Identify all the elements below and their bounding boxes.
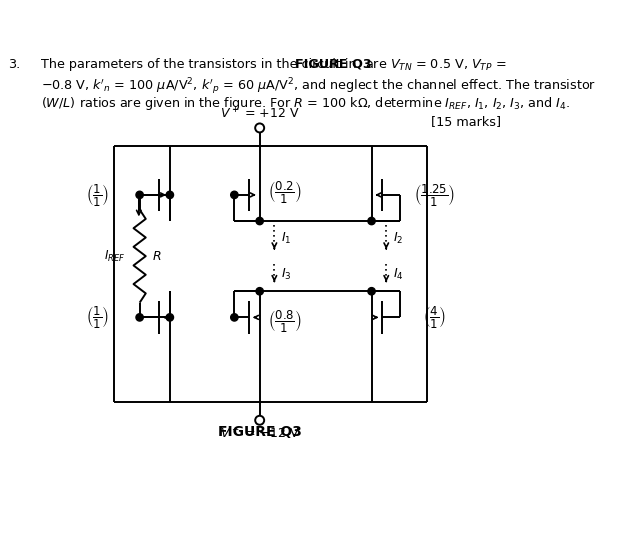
Circle shape bbox=[230, 314, 238, 321]
Circle shape bbox=[256, 287, 263, 295]
Text: 3.: 3. bbox=[8, 57, 20, 71]
Text: The parameters of the transistors in the circuit in: The parameters of the transistors in the… bbox=[41, 57, 360, 71]
Text: $\left(\dfrac{1}{1}\right)$: $\left(\dfrac{1}{1}\right)$ bbox=[86, 304, 109, 330]
Text: are $V_{TN}$ = 0.5 V, $V_{TP}$ =: are $V_{TN}$ = 0.5 V, $V_{TP}$ = bbox=[361, 57, 506, 73]
Circle shape bbox=[136, 191, 143, 199]
Text: $V^+$ = +12 V: $V^+$ = +12 V bbox=[220, 106, 299, 122]
Text: $\left(\dfrac{0.8}{1}\right)$: $\left(\dfrac{0.8}{1}\right)$ bbox=[268, 307, 301, 334]
Text: $I_3$: $I_3$ bbox=[281, 267, 291, 282]
Circle shape bbox=[230, 191, 238, 199]
Text: ($W/L$) ratios are given in the figure. For $R$ = 100 k$\Omega$, determine $I_{R: ($W/L$) ratios are given in the figure. … bbox=[41, 95, 570, 112]
Circle shape bbox=[166, 191, 173, 199]
Text: $I_4$: $I_4$ bbox=[392, 267, 404, 282]
Text: [15 marks]: [15 marks] bbox=[430, 115, 501, 128]
Text: FIGURE Q3: FIGURE Q3 bbox=[218, 425, 302, 439]
Circle shape bbox=[166, 314, 173, 321]
Text: $I_1$: $I_1$ bbox=[281, 231, 291, 246]
Text: $I_{REF}$: $I_{REF}$ bbox=[104, 248, 125, 264]
Text: $-$0.8 V, $k'_n$ = 100 $\mu$A/V$^2$, $k'_p$ = 60 $\mu$A/V$^2$, and neglect the c: $-$0.8 V, $k'_n$ = 100 $\mu$A/V$^2$, $k'… bbox=[41, 76, 596, 97]
Text: $\left(\dfrac{1}{1}\right)$: $\left(\dfrac{1}{1}\right)$ bbox=[86, 182, 109, 208]
Text: $\left(\dfrac{4}{1}\right)$: $\left(\dfrac{4}{1}\right)$ bbox=[423, 304, 446, 330]
Circle shape bbox=[136, 314, 143, 321]
Text: $\left(\dfrac{1.25}{1}\right)$: $\left(\dfrac{1.25}{1}\right)$ bbox=[414, 182, 455, 208]
Circle shape bbox=[368, 218, 375, 225]
Text: $V^-$ = −12 V: $V^-$ = −12 V bbox=[220, 427, 299, 440]
Text: FIGURE Q3: FIGURE Q3 bbox=[295, 57, 371, 71]
Circle shape bbox=[368, 287, 375, 295]
Text: $R$: $R$ bbox=[152, 249, 161, 263]
Text: $I_2$: $I_2$ bbox=[392, 231, 403, 246]
Circle shape bbox=[256, 218, 263, 225]
Text: $\left(\dfrac{0.2}{1}\right)$: $\left(\dfrac{0.2}{1}\right)$ bbox=[268, 179, 301, 205]
